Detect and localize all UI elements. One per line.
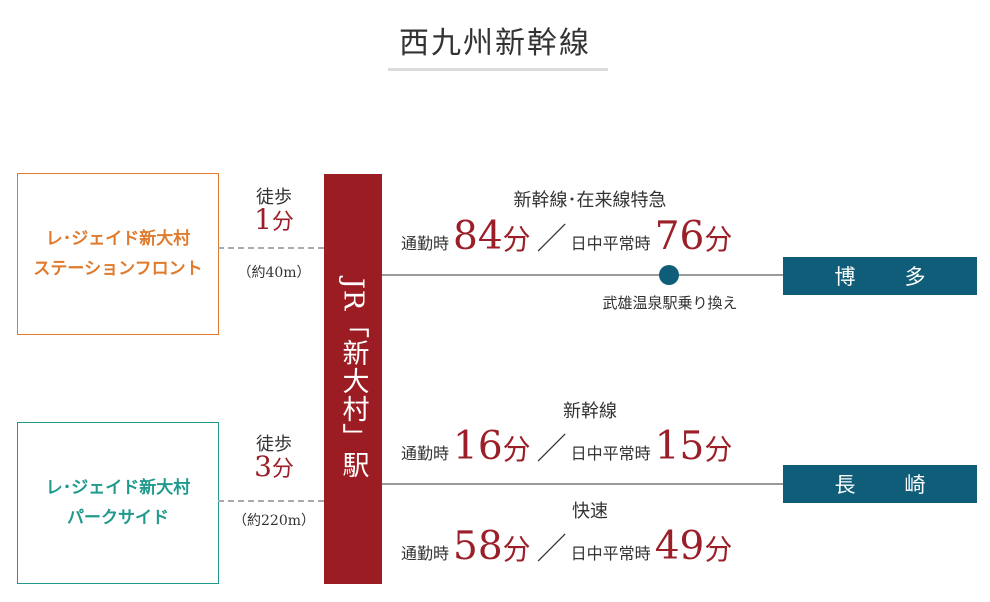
walk-connector [218, 247, 324, 249]
property-name: レ･ジェイド新大村 [45, 229, 191, 249]
destination-hakata: 博 多 [783, 257, 977, 295]
walk-label: 徒歩 [256, 434, 292, 455]
walk-minutes: 3 [254, 450, 272, 483]
daytime-time: 15 [654, 424, 705, 469]
walk-time: 3分 [234, 450, 314, 483]
commute-time: 16 [453, 424, 503, 469]
walk-minutes: 1 [254, 203, 272, 236]
commute-time: 58 [453, 524, 503, 569]
property-name: レ･ジェイド新大村 [45, 478, 191, 498]
daytime-label: 日中平常時 [570, 234, 651, 253]
commute-unit: 分 [502, 533, 531, 566]
commute-unit: 分 [502, 223, 531, 256]
daytime-unit: 分 [704, 433, 733, 466]
travel-time-row: 通勤時 58 分 ／ 日中平常時 49 分 [401, 524, 738, 569]
walk-connector [218, 500, 324, 502]
page-title: 西九州新幹線 [399, 26, 591, 61]
transfer-station-dot [659, 265, 679, 285]
daytime-time: 49 [654, 524, 705, 569]
commute-label: 通勤時 [401, 234, 450, 253]
daytime-unit: 分 [704, 533, 733, 566]
service-name: 新幹線 [563, 401, 617, 422]
walk-distance: （約40m） [237, 265, 311, 281]
transfer-note: 武雄温泉駅乗り換え [602, 294, 738, 312]
walk-unit: 分 [271, 210, 294, 235]
property-subname: ステーションフロント [33, 259, 203, 279]
daytime-time: 76 [654, 214, 705, 259]
commute-time: 84 [453, 214, 503, 259]
daytime-label: 日中平常時 [570, 544, 651, 563]
commute-label: 通勤時 [401, 544, 450, 563]
walk-unit: 分 [271, 457, 294, 482]
separator: ／ [536, 432, 567, 467]
travel-time-row: 通勤時 84 分 ／ 日中平常時 76 分 [401, 214, 738, 259]
walk-label: 徒歩 [256, 187, 292, 208]
station-name: JR「新大村」駅 [337, 278, 369, 480]
property-subname: パークサイド [67, 508, 169, 528]
daytime-unit: 分 [704, 223, 733, 256]
travel-time-row: 通勤時 16 分 ／ 日中平常時 15 分 [401, 424, 738, 469]
service-name: 快速 [572, 501, 608, 522]
property-box-station-front: レ･ジェイド新大村 ステーションフロント [17, 173, 219, 335]
commute-label: 通勤時 [401, 444, 450, 463]
daytime-label: 日中平常時 [570, 444, 651, 463]
route-line-nagasaki [382, 483, 784, 485]
destination-nagasaki: 長 崎 [783, 465, 977, 503]
route-line-hakata [382, 274, 784, 276]
title-underline [388, 68, 608, 71]
station-block: JR「新大村」駅 [324, 174, 382, 584]
commute-unit: 分 [502, 433, 531, 466]
separator: ／ [536, 222, 567, 257]
walk-time: 1分 [234, 203, 314, 236]
service-name: 新幹線･在来線特急 [513, 190, 667, 211]
walk-distance: （約220m） [233, 513, 315, 529]
property-box-parkside: レ･ジェイド新大村 パークサイド [17, 422, 219, 584]
separator: ／ [536, 532, 567, 567]
